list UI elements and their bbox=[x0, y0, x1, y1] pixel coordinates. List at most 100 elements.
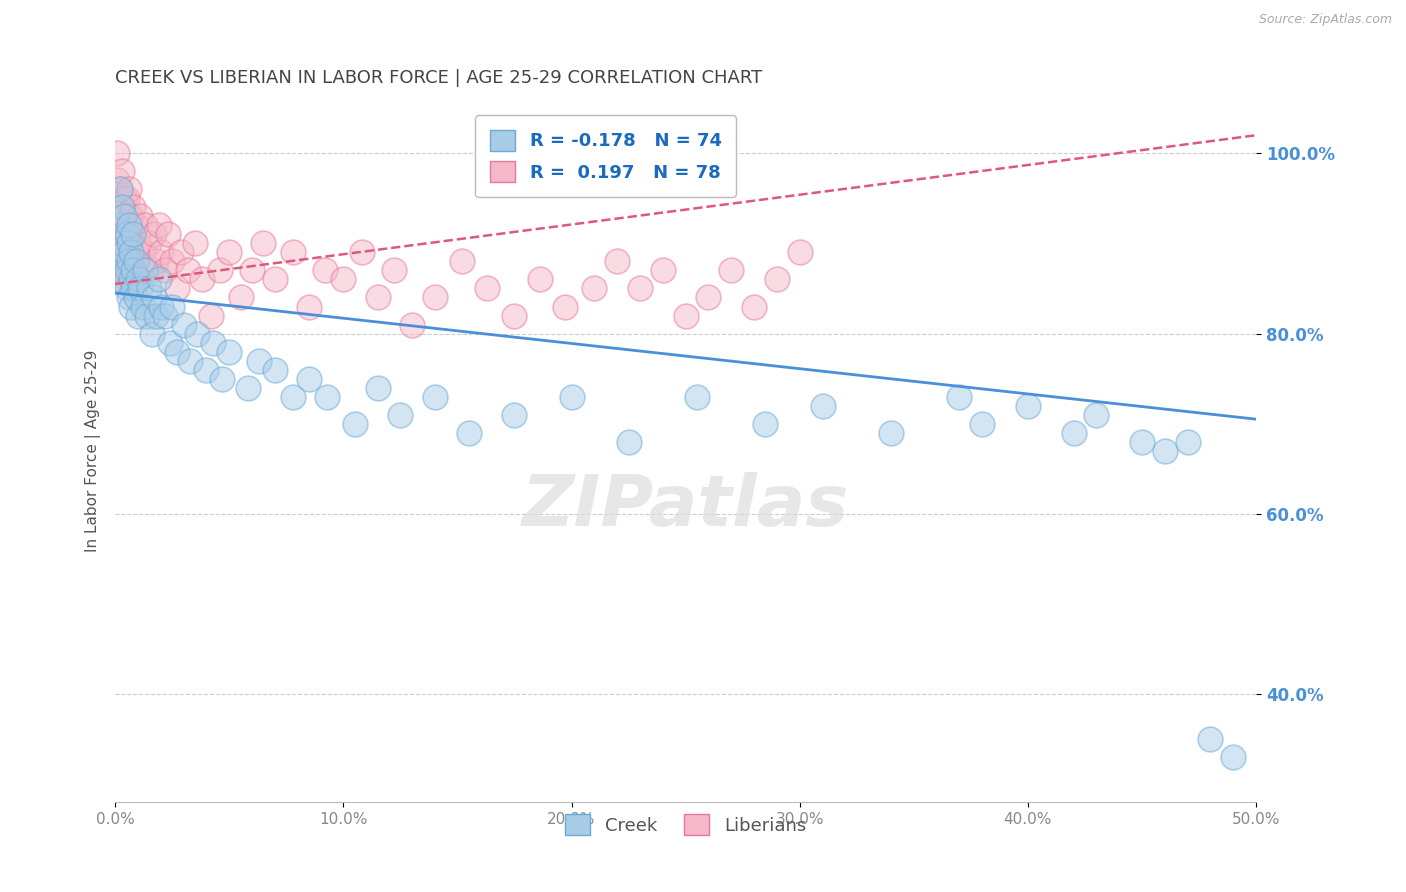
Point bbox=[112, 191, 135, 205]
Point bbox=[697, 291, 720, 305]
Point bbox=[118, 291, 141, 305]
Point bbox=[108, 182, 131, 196]
Point bbox=[401, 318, 423, 332]
Point bbox=[236, 381, 259, 395]
Point bbox=[131, 300, 153, 314]
Point bbox=[1017, 399, 1039, 413]
Point bbox=[143, 291, 166, 305]
Point bbox=[111, 236, 134, 251]
Point bbox=[115, 272, 138, 286]
Point bbox=[529, 272, 551, 286]
Point bbox=[125, 219, 148, 233]
Point bbox=[252, 236, 274, 251]
Point bbox=[118, 182, 141, 196]
Point bbox=[170, 245, 193, 260]
Point bbox=[720, 263, 742, 277]
Point bbox=[108, 245, 131, 260]
Point bbox=[127, 309, 149, 323]
Point bbox=[107, 146, 129, 161]
Point bbox=[120, 272, 142, 286]
Point bbox=[112, 210, 135, 224]
Point bbox=[617, 434, 640, 449]
Point bbox=[118, 219, 141, 233]
Point bbox=[1153, 443, 1175, 458]
Point bbox=[118, 236, 141, 251]
Point bbox=[136, 263, 159, 277]
Point bbox=[948, 390, 970, 404]
Point bbox=[264, 362, 287, 376]
Point bbox=[298, 300, 321, 314]
Point bbox=[314, 263, 336, 277]
Point bbox=[111, 263, 134, 277]
Point bbox=[1177, 434, 1199, 449]
Point bbox=[457, 425, 479, 440]
Point bbox=[129, 210, 152, 224]
Point bbox=[134, 219, 156, 233]
Point bbox=[186, 326, 208, 341]
Point bbox=[120, 210, 142, 224]
Point bbox=[166, 281, 188, 295]
Point bbox=[145, 309, 167, 323]
Point bbox=[240, 263, 263, 277]
Point bbox=[122, 227, 145, 242]
Point bbox=[118, 236, 141, 251]
Legend: Creek, Liberians: Creek, Liberians bbox=[558, 807, 813, 842]
Point bbox=[742, 300, 765, 314]
Point bbox=[503, 309, 526, 323]
Point bbox=[166, 344, 188, 359]
Point bbox=[789, 245, 811, 260]
Point bbox=[298, 371, 321, 385]
Point bbox=[125, 254, 148, 268]
Point bbox=[148, 272, 170, 286]
Point bbox=[316, 390, 339, 404]
Point bbox=[111, 272, 134, 286]
Point bbox=[159, 335, 181, 350]
Text: ZIPatlas: ZIPatlas bbox=[522, 473, 849, 541]
Point bbox=[155, 263, 177, 277]
Point bbox=[111, 164, 134, 178]
Point bbox=[120, 272, 142, 286]
Point bbox=[191, 272, 214, 286]
Point bbox=[108, 219, 131, 233]
Point bbox=[332, 272, 354, 286]
Point bbox=[115, 254, 138, 268]
Point bbox=[606, 254, 628, 268]
Point bbox=[111, 227, 134, 242]
Point bbox=[754, 417, 776, 431]
Point bbox=[1063, 425, 1085, 440]
Point bbox=[138, 236, 160, 251]
Point bbox=[118, 210, 141, 224]
Point bbox=[122, 281, 145, 295]
Point bbox=[972, 417, 994, 431]
Point bbox=[112, 210, 135, 224]
Point bbox=[211, 371, 233, 385]
Point bbox=[229, 291, 252, 305]
Point bbox=[122, 200, 145, 214]
Point bbox=[148, 219, 170, 233]
Point bbox=[686, 390, 709, 404]
Point bbox=[367, 381, 389, 395]
Point bbox=[141, 326, 163, 341]
Point bbox=[141, 263, 163, 277]
Point bbox=[475, 281, 498, 295]
Point bbox=[115, 227, 138, 242]
Point bbox=[129, 281, 152, 295]
Point bbox=[111, 200, 134, 214]
Point bbox=[247, 353, 270, 368]
Point bbox=[560, 390, 582, 404]
Point bbox=[122, 227, 145, 242]
Point bbox=[382, 263, 405, 277]
Point bbox=[115, 263, 138, 277]
Point bbox=[160, 300, 183, 314]
Point bbox=[264, 272, 287, 286]
Point bbox=[149, 300, 172, 314]
Point bbox=[451, 254, 474, 268]
Point bbox=[503, 408, 526, 422]
Point bbox=[115, 227, 138, 242]
Point bbox=[138, 281, 160, 295]
Text: CREEK VS LIBERIAN IN LABOR FORCE | AGE 25-29 CORRELATION CHART: CREEK VS LIBERIAN IN LABOR FORCE | AGE 2… bbox=[115, 69, 762, 87]
Point bbox=[389, 408, 412, 422]
Point bbox=[136, 309, 159, 323]
Point bbox=[1222, 750, 1244, 764]
Text: Source: ZipAtlas.com: Source: ZipAtlas.com bbox=[1258, 13, 1392, 27]
